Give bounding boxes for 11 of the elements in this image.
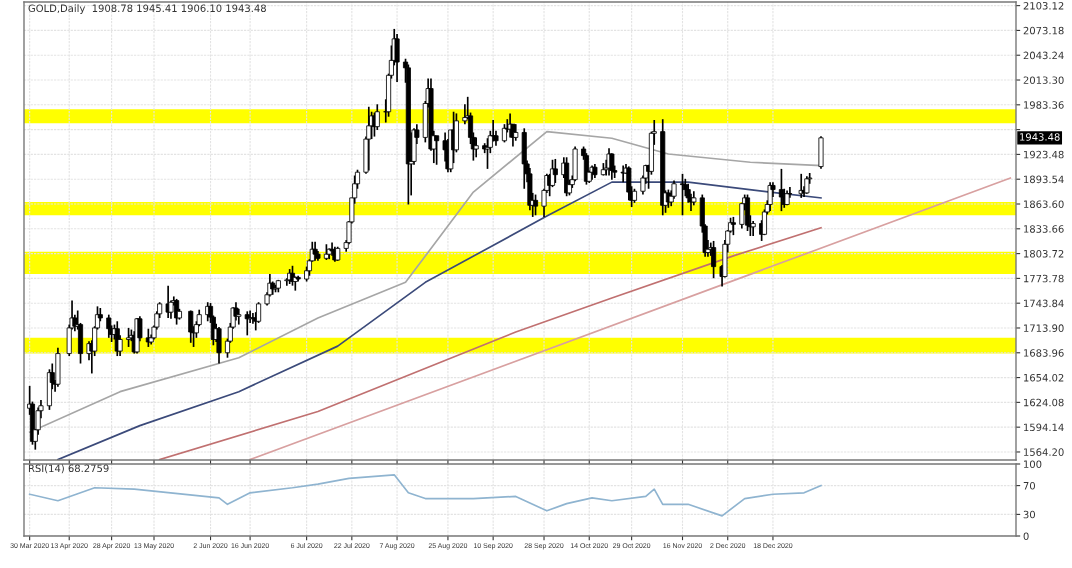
candlestick (778, 168, 784, 212)
line-series (28, 473, 822, 517)
candlestick (188, 309, 194, 344)
candlestick (366, 105, 372, 172)
line-series (57, 181, 822, 460)
candlestick (256, 301, 262, 324)
candlestick (106, 313, 112, 339)
candlestick (473, 136, 479, 159)
candlestick (818, 135, 824, 170)
line-series (28, 130, 822, 434)
line-series (158, 226, 822, 460)
